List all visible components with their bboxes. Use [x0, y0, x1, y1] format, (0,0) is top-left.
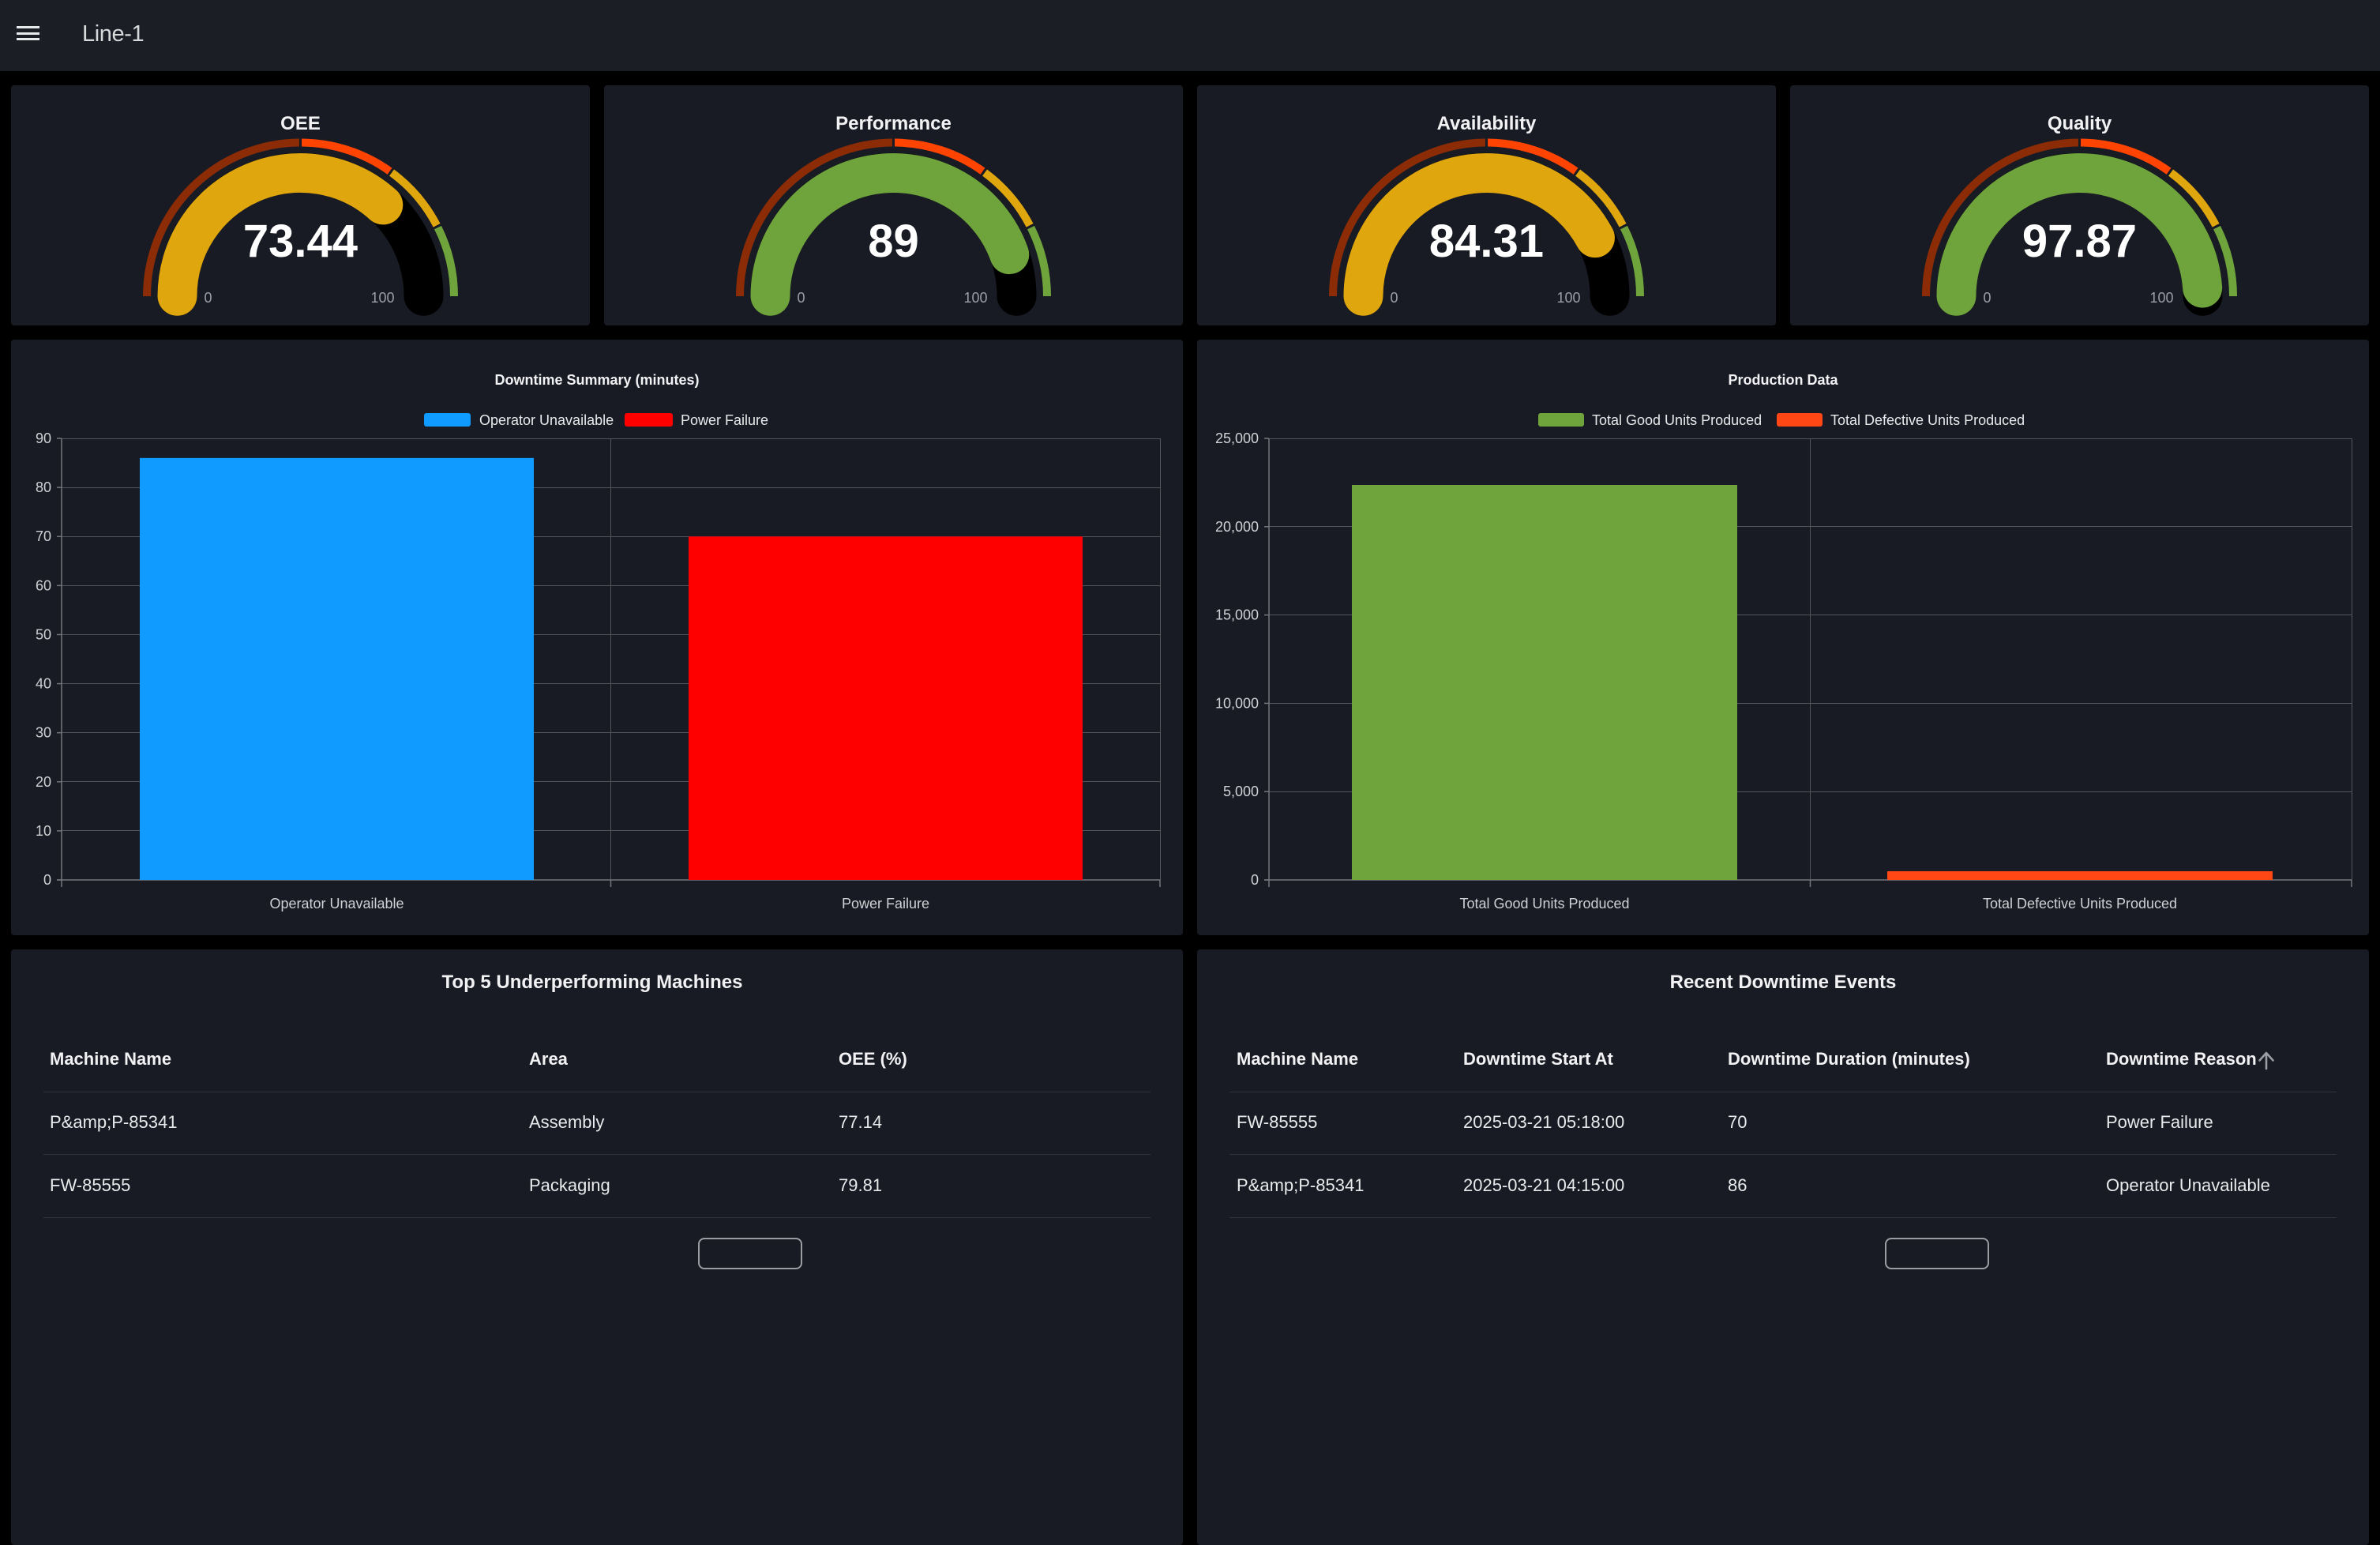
svg-text:Total Defective Units Produced: Total Defective Units Produced — [1983, 896, 2177, 912]
svg-text:50: 50 — [36, 626, 51, 642]
svg-text:100: 100 — [2149, 290, 2173, 306]
svg-text:Operator Unavailable: Operator Unavailable — [479, 412, 614, 428]
svg-text:5,000: 5,000 — [1223, 784, 1259, 799]
svg-text:73.44: 73.44 — [243, 216, 358, 267]
svg-text:0: 0 — [204, 290, 212, 306]
svg-text:10,000: 10,000 — [1215, 695, 1259, 711]
svg-text:40: 40 — [36, 676, 51, 692]
svg-text:89: 89 — [868, 216, 919, 267]
svg-text:Total Defective Units Produced: Total Defective Units Produced — [1830, 412, 2025, 428]
svg-text:60: 60 — [36, 577, 51, 593]
svg-text:0: 0 — [43, 872, 51, 888]
svg-text:0: 0 — [1390, 290, 1398, 306]
svg-text:Operator Unavailable: Operator Unavailable — [269, 896, 404, 912]
svg-text:30: 30 — [36, 725, 51, 741]
svg-text:OEE: OEE — [280, 113, 321, 134]
svg-text:10: 10 — [36, 823, 51, 839]
svg-text:Quality: Quality — [2048, 113, 2112, 134]
svg-text:20,000: 20,000 — [1215, 519, 1259, 535]
svg-text:100: 100 — [1556, 290, 1580, 306]
svg-text:Power Failure: Power Failure — [842, 896, 929, 912]
svg-text:70: 70 — [36, 528, 51, 544]
svg-text:0: 0 — [1983, 290, 1991, 306]
svg-text:Downtime Summary (minutes): Downtime Summary (minutes) — [494, 372, 699, 388]
svg-text:100: 100 — [370, 290, 394, 306]
svg-text:100: 100 — [963, 290, 987, 306]
svg-text:84.31: 84.31 — [1429, 216, 1544, 267]
svg-text:80: 80 — [36, 479, 51, 495]
svg-text:Total Good Units Produced: Total Good Units Produced — [1459, 896, 1629, 912]
svg-text:Production Data: Production Data — [1728, 372, 1838, 388]
svg-text:Total Good Units Produced: Total Good Units Produced — [1592, 412, 1762, 428]
svg-text:Performance: Performance — [835, 113, 952, 134]
svg-text:Availability: Availability — [1437, 113, 1537, 134]
svg-text:97.87: 97.87 — [2022, 216, 2137, 267]
svg-text:0: 0 — [797, 290, 805, 306]
svg-text:15,000: 15,000 — [1215, 607, 1259, 623]
svg-text:25,000: 25,000 — [1215, 430, 1259, 446]
svg-text:20: 20 — [36, 774, 51, 790]
svg-text:Power Failure: Power Failure — [681, 412, 768, 428]
svg-text:0: 0 — [1251, 872, 1259, 888]
svg-text:90: 90 — [36, 430, 51, 446]
